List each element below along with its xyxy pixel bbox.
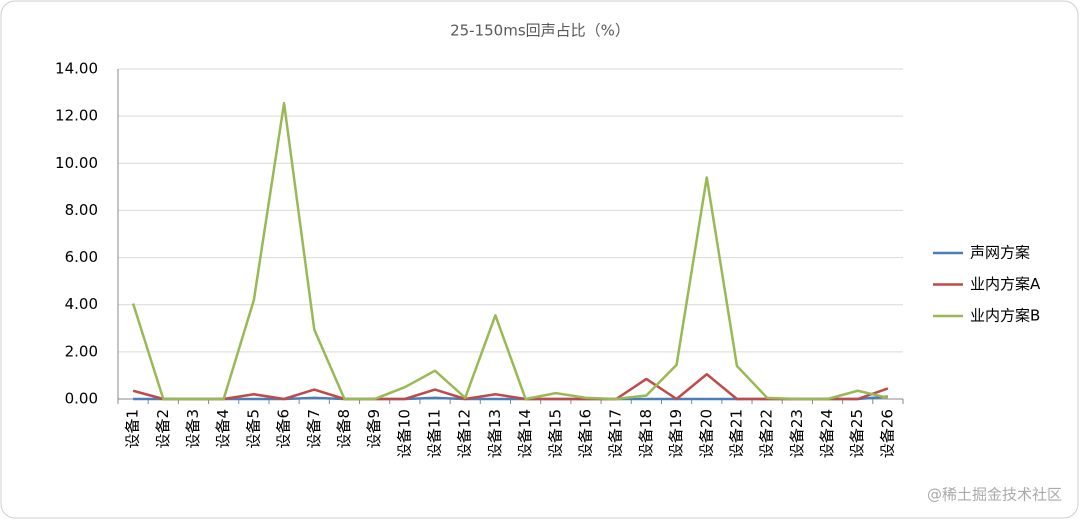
x-tick-label: 设备19 [667, 409, 685, 458]
x-tick-label: 设备14 [516, 409, 534, 458]
x-tick-label: 设备11 [426, 409, 444, 458]
x-tick-label: 设备5 [244, 409, 262, 449]
legend-label: 声网方案 [970, 244, 1030, 262]
x-tick-label: 设备25 [848, 409, 866, 458]
x-tick-label: 设备6 [275, 409, 293, 449]
watermark: @稀土掘金技术社区 [927, 486, 1062, 504]
series-line [131, 101, 889, 401]
x-tick-label: 设备16 [576, 409, 594, 458]
x-tick-label: 设备20 [697, 409, 715, 458]
x-tick-label: 设备24 [818, 409, 836, 458]
x-tick-label: 设备12 [456, 409, 474, 458]
x-tick-label: 设备10 [395, 409, 413, 458]
y-tick-label: 10.00 [55, 154, 98, 172]
x-tick-label: 设备4 [214, 409, 232, 449]
x-tick-label: 设备9 [365, 409, 383, 449]
x-tick-label: 设备3 [184, 409, 202, 449]
x-tick-label: 设备18 [637, 409, 655, 458]
x-tick-label: 设备22 [758, 409, 776, 458]
x-tick-label: 设备23 [788, 409, 806, 458]
y-tick-label: 4.00 [65, 295, 98, 313]
y-tick-label: 12.00 [55, 107, 98, 125]
x-tick-label: 设备7 [305, 409, 323, 449]
x-tick-label: 设备13 [486, 409, 504, 458]
y-tick-label: 14.00 [55, 60, 98, 78]
chart-title: 25-150ms回声占比（%） [450, 22, 630, 40]
legend-label: 业内方案A [970, 275, 1041, 293]
y-tick-label: 8.00 [65, 201, 98, 219]
x-tick-label: 设备26 [878, 409, 896, 458]
x-tick-label: 设备15 [546, 409, 564, 458]
series-line [132, 373, 889, 401]
x-tick-label: 设备1 [124, 409, 142, 449]
x-tick-label: 设备2 [154, 409, 172, 449]
x-tick-label: 设备17 [607, 409, 625, 458]
y-tick-label: 2.00 [65, 342, 98, 360]
legend-label: 业内方案B [970, 307, 1040, 325]
y-tick-label: 0.00 [65, 390, 98, 408]
x-tick-label: 设备21 [727, 409, 745, 458]
x-tick-label: 设备8 [335, 409, 353, 449]
y-tick-label: 6.00 [65, 248, 98, 266]
